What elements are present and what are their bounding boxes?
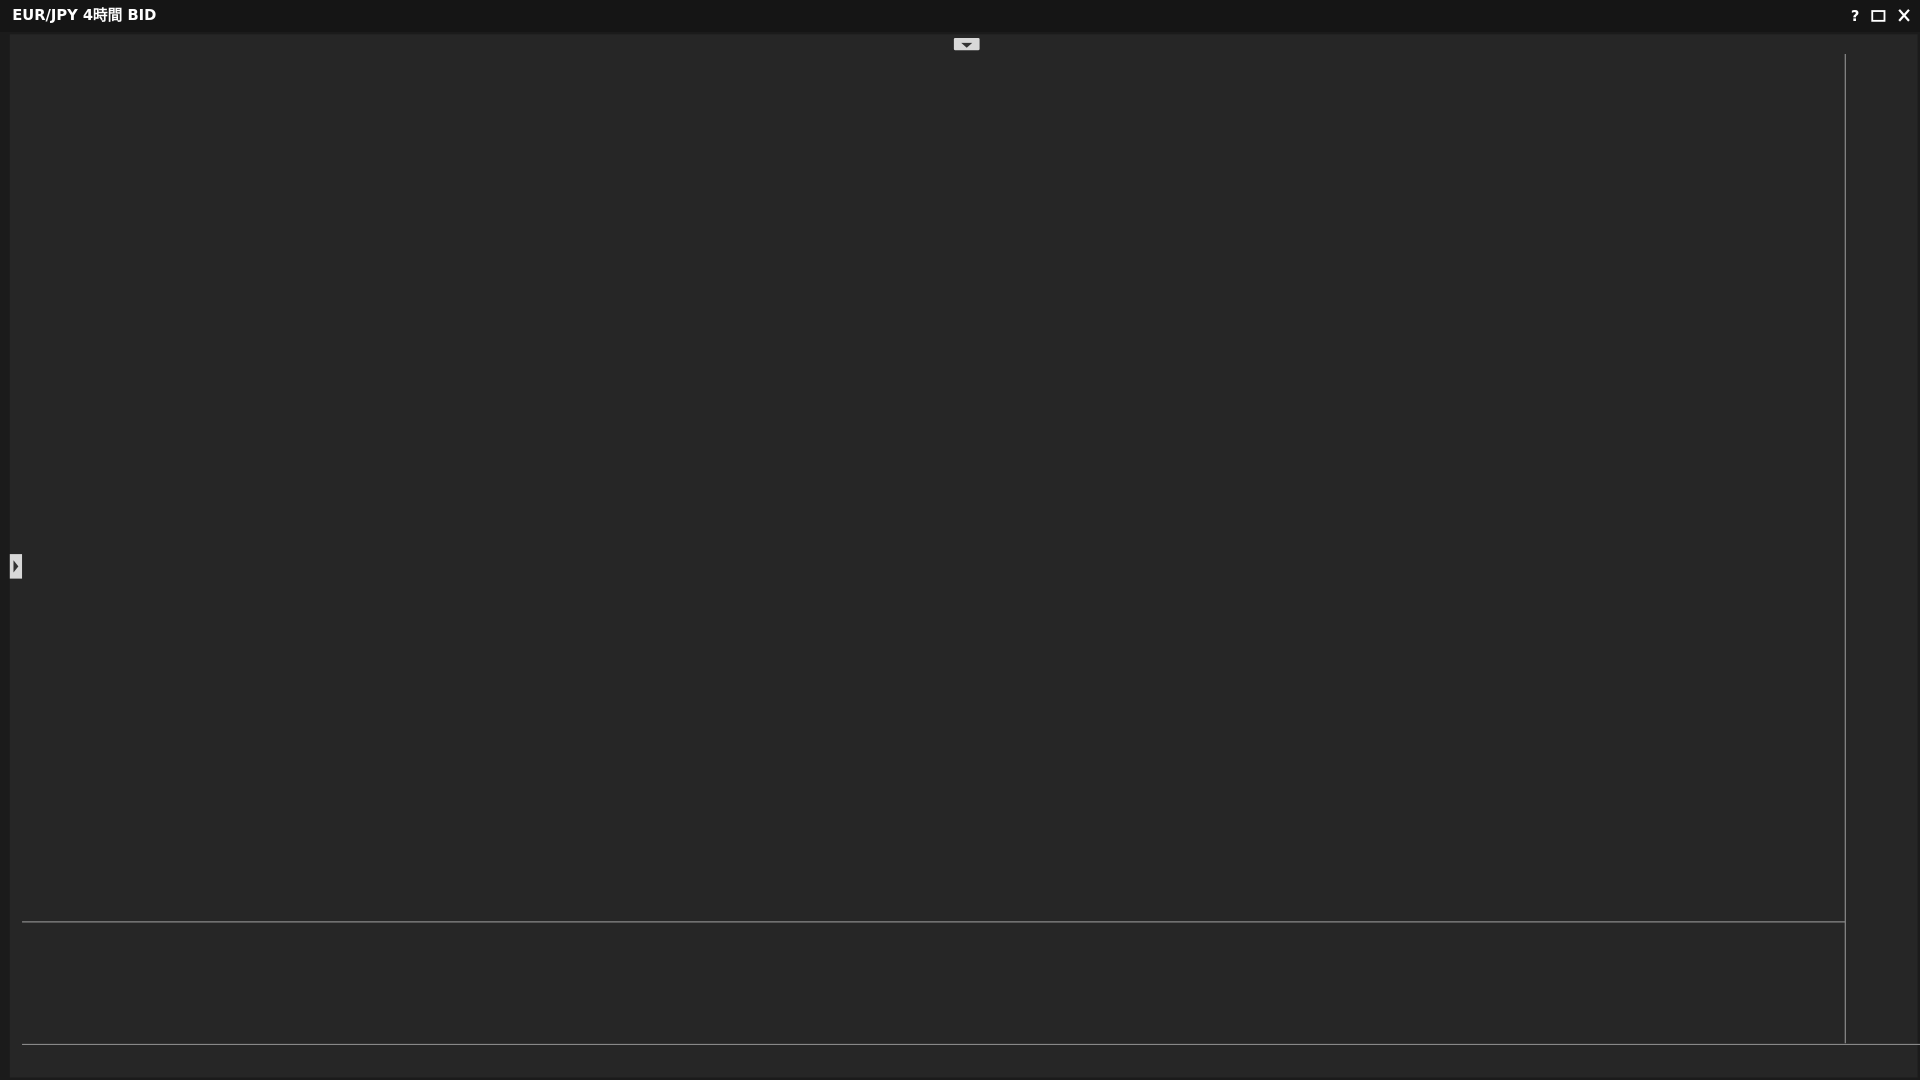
- maximize-button[interactable]: [1871, 10, 1886, 22]
- panel-toggle-icon: [961, 42, 973, 48]
- close-button[interactable]: [1898, 9, 1910, 22]
- title-bar: [0, 0, 1920, 32]
- window-title: EUR/JPY 4時間 BID: [12, 6, 156, 24]
- chart-area: [9, 34, 1918, 1078]
- side-toggle-icon: [13, 560, 19, 573]
- help-button[interactable]: ?: [1851, 8, 1860, 25]
